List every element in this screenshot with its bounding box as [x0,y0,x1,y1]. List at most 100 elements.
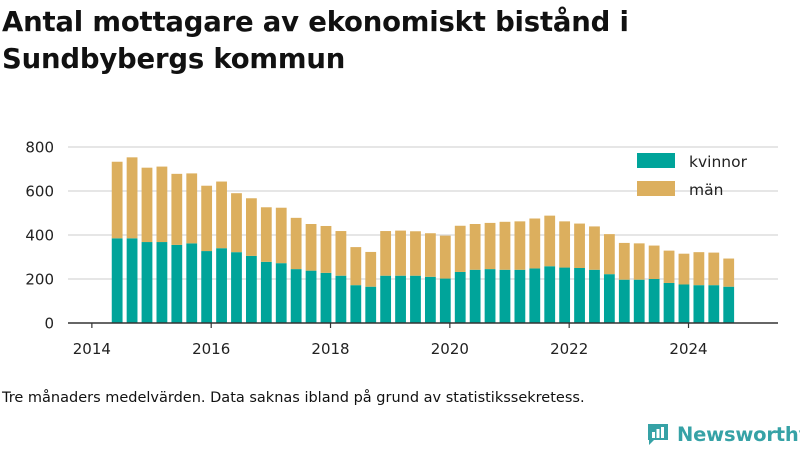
bar-kvinnor [469,269,481,323]
bar-kvinnor [260,261,272,323]
bar-kvinnor [245,255,257,323]
bar-kvinnor [574,268,585,323]
legend-swatch-kvinnor [637,153,675,168]
footnote: Tre månaders medelvärden. Data saknas ib… [2,390,585,406]
newsworthy-logo-icon [648,424,668,445]
bar-man [305,224,317,271]
legend-label-kvinnor: kvinnor [689,153,748,171]
bar-man [589,226,600,270]
y-axis: 0 200 400 600 800 [25,139,54,333]
x-tick-label: 2020 [431,340,469,358]
bar-kvinnor [544,266,556,323]
bar-man [380,231,392,276]
bar-kvinnor [320,272,332,323]
bar-man [186,173,198,244]
bar-man [708,252,720,286]
bar-kvinnor [111,238,123,323]
bar-man [663,250,675,283]
x-tick-label: 2016 [192,340,230,358]
bar-kvinnor [395,275,406,323]
bar-man [410,231,421,276]
bar-man [559,221,571,268]
bar-kvinnor [424,276,436,323]
bar-kvinnor [275,263,287,323]
bar-man [171,173,183,245]
bar-man [633,243,645,280]
bar-kvinnor [678,284,690,323]
bar-kvinnor [484,269,496,323]
bar-man [439,235,451,279]
bar-man [290,217,302,270]
legend: kvinnor män [637,153,748,199]
bar-kvinnor [171,244,183,323]
bar-man [156,166,168,243]
bar-man [111,161,123,239]
bar-kvinnor [439,278,451,323]
bar-man [469,224,481,270]
bar-man [245,198,257,256]
bar-kvinnor [156,242,168,323]
chart-title: Antal mottagare av ekonomiskt bistånd i … [2,6,629,75]
bar-kvinnor [663,282,675,323]
bar-man [544,215,556,267]
bar-kvinnor [141,242,153,323]
bar-man [350,247,362,286]
bar-man [424,233,436,277]
bar-kvinnor [201,251,213,323]
bar-kvinnor [529,268,541,323]
bar-man [514,221,526,270]
bar-kvinnor [648,279,660,323]
x-tick-label: 2014 [73,340,111,358]
bar-kvinnor [708,285,720,323]
bar-man [603,234,615,275]
bar-kvinnor [499,269,511,323]
bar-kvinnor [335,275,347,323]
bar-man [260,207,272,262]
bar-kvinnor [290,269,302,323]
bar-man [231,193,242,253]
bar-kvinnor [216,248,227,323]
y-tick-label: 200 [25,271,54,289]
y-tick-label: 800 [25,139,54,157]
bar-man [693,252,705,286]
bar-man [499,221,511,270]
legend-swatch-man [637,181,675,196]
x-axis: 2014 2016 2018 2020 2022 2024 [68,322,778,358]
x-tick-label: 2024 [669,340,707,358]
bar-man [275,207,287,264]
x-tick-label: 2018 [311,340,349,358]
brand-name: Newsworthy [677,422,800,446]
y-tick-label: 600 [25,183,54,201]
bar-man [126,157,138,239]
bar-kvinnor [633,279,645,323]
bar-kvinnor [186,243,198,323]
bar-man [335,231,347,276]
bar-man [723,258,735,287]
brand-logo: Newsworthy [645,420,800,448]
bar-man [529,218,541,269]
legend-label-man: män [689,181,723,199]
bar-man [320,225,332,273]
bar-kvinnor [350,285,362,323]
bar-man [395,230,406,276]
bar-man [201,185,213,252]
bar-kvinnor [231,252,242,323]
bar-kvinnor [305,270,317,323]
x-tick-label: 2022 [550,340,588,358]
bar-man [648,245,660,279]
bar-kvinnor [514,269,526,323]
bar-man [618,242,630,280]
bar-kvinnor [723,286,735,323]
bar-man [574,223,585,268]
bar-kvinnor [380,275,392,323]
bar-man [454,225,466,272]
bar-kvinnor [618,279,630,323]
bar-chart: 2014 2016 2018 2020 2022 2024 0 200 400 600 800 k… [25,139,778,358]
bars [111,157,735,323]
bar-kvinnor [410,275,421,323]
bar-kvinnor [589,269,600,323]
bar-kvinnor [559,267,571,323]
bar-kvinnor [365,286,377,323]
y-tick-label: 0 [44,315,54,333]
bar-man [141,167,153,243]
